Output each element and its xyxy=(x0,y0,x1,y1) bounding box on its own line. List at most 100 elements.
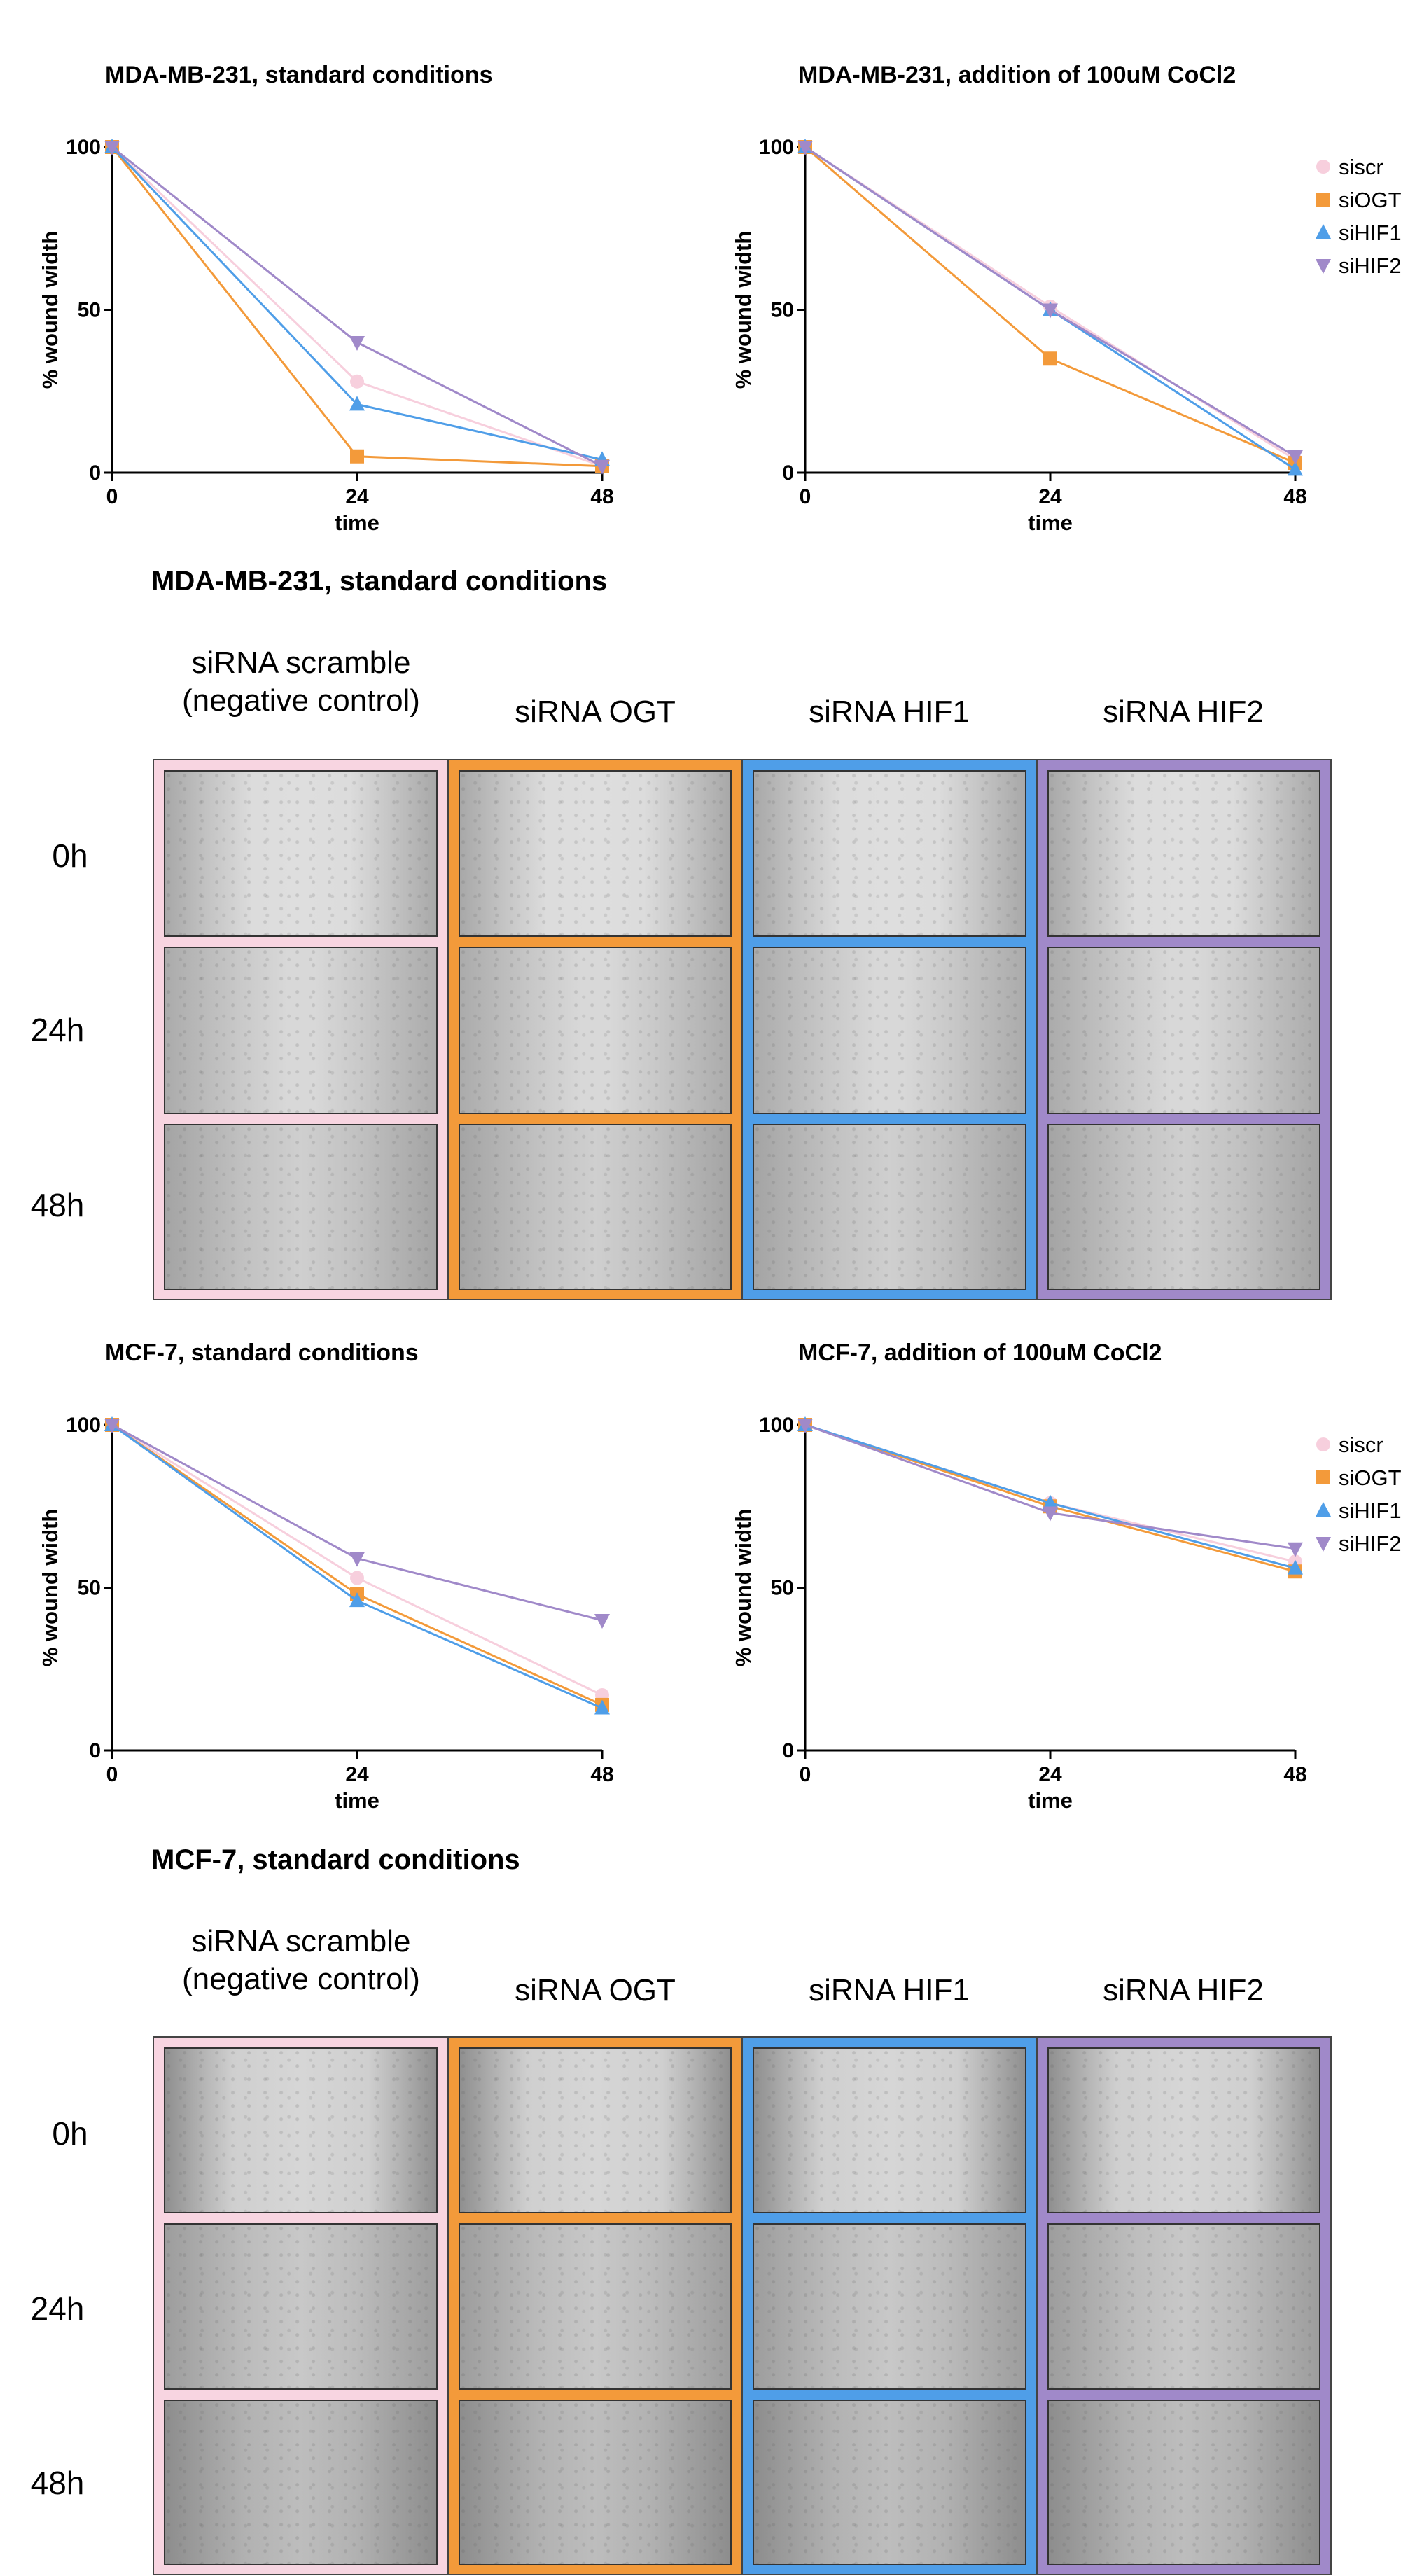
panel-title: MCF-7, standard conditions xyxy=(151,1844,520,1875)
x-axis-label: time xyxy=(1028,1788,1073,1813)
series-siOGT xyxy=(105,140,609,473)
legend-label: siOGT xyxy=(1339,1465,1402,1490)
column-siogt xyxy=(447,760,741,1299)
data-point xyxy=(1043,1506,1058,1522)
micrograph xyxy=(164,947,438,1114)
series-line xyxy=(804,1423,1296,1563)
legend-label: siHIF2 xyxy=(1339,253,1402,278)
column-header: siRNA scramble (negative control) xyxy=(182,646,420,718)
x-tick-label: 24 xyxy=(1038,1763,1062,1786)
row-label: 48h xyxy=(30,1187,85,1223)
micrograph xyxy=(458,2399,732,2565)
series-siHIF2 xyxy=(104,141,610,475)
micrograph xyxy=(1047,2047,1320,2214)
chart-title: MCF-7, addition of 100uM CoCl2 xyxy=(798,1339,1162,1366)
data-point xyxy=(349,396,365,411)
y-tick-label: 100 xyxy=(759,1414,794,1437)
legend-marker xyxy=(1316,160,1330,174)
y-tick-label: 50 xyxy=(771,299,794,322)
series-siHIF1 xyxy=(104,139,610,466)
series-line xyxy=(111,146,603,461)
data-point xyxy=(350,449,364,464)
chart-mcf7-cocl2: MCF-7, addition of 100uM CoCl2 0 50 100 0 24 4… xyxy=(693,1334,1414,1824)
data-point xyxy=(797,141,813,155)
x-tick-label: 48 xyxy=(590,485,613,508)
legend: siscr siOGT siHIF1 siHIF2 xyxy=(1316,1433,1402,1556)
micrograph xyxy=(164,2047,438,2214)
legend-label: siscr xyxy=(1339,1433,1383,1457)
series-line xyxy=(111,146,603,468)
chart-mda-standard: MDA-MB-231, standard conditions 0 50 100 0 24… xyxy=(0,56,672,546)
y-axis-label: % wound width xyxy=(731,231,755,389)
y-tick-label: 0 xyxy=(782,1739,794,1762)
legend: siscr siOGT siHIF1 siHIF2 xyxy=(1316,155,1402,278)
micrograph xyxy=(753,2399,1026,2565)
legend-marker xyxy=(1316,1502,1331,1517)
x-tick-label: 48 xyxy=(590,1763,613,1786)
x-tick-label: 48 xyxy=(1283,485,1306,508)
legend-label: siOGT xyxy=(1339,188,1402,212)
series-siscr xyxy=(798,1418,1302,1569)
x-axis-label: time xyxy=(1028,510,1073,535)
legend-marker xyxy=(1316,193,1330,207)
series-siHIF2 xyxy=(104,1419,610,1629)
chart-title: MDA-MB-231, standard conditions xyxy=(105,62,492,88)
micrograph xyxy=(164,1123,438,1290)
column-header: siRNA HIF2 xyxy=(1103,695,1264,729)
data-point xyxy=(1288,1559,1303,1575)
data-point xyxy=(1288,1542,1303,1557)
column-sihif2 xyxy=(1036,2038,1330,2574)
column-sihif1 xyxy=(741,760,1036,1299)
micrograph xyxy=(1047,770,1320,938)
row-label: 24h xyxy=(30,2290,85,2327)
micrograph xyxy=(458,770,732,938)
data-point xyxy=(1043,303,1058,319)
chart-title: MDA-MB-231, addition of 100uM CoCl2 xyxy=(798,62,1236,88)
legend-label: siHIF2 xyxy=(1339,1531,1402,1556)
micrograph xyxy=(753,2223,1026,2390)
micrograph-grid xyxy=(153,2036,1332,2575)
series-line xyxy=(111,146,603,468)
x-tick-label: 24 xyxy=(345,485,369,508)
x-tick-label: 24 xyxy=(1038,485,1062,508)
micrograph xyxy=(753,2047,1026,2214)
data-point xyxy=(349,1552,365,1567)
x-tick-label: 0 xyxy=(800,1763,811,1786)
row-label: 48h xyxy=(30,2465,85,2501)
data-point xyxy=(350,374,364,389)
micrograph xyxy=(458,947,732,1114)
micrograph xyxy=(753,770,1026,938)
y-tick-label: 100 xyxy=(759,136,794,159)
x-axis-label: time xyxy=(335,510,379,535)
series-siscr xyxy=(105,140,609,473)
data-point xyxy=(594,1699,610,1715)
data-point xyxy=(594,459,610,475)
data-point xyxy=(350,1571,364,1585)
column-header: siRNA OGT xyxy=(515,695,676,729)
y-axis-label: % wound width xyxy=(38,1509,62,1667)
chart-mda-cocl2: MDA-MB-231, addition of 100uM CoCl2 0 50 10… xyxy=(693,56,1414,546)
series-siHIF1 xyxy=(797,1416,1303,1575)
data-point xyxy=(797,1419,813,1433)
panel-title: MDA-MB-231, standard conditions xyxy=(151,566,608,597)
x-tick-label: 48 xyxy=(1283,1763,1306,1786)
column-siogt xyxy=(447,2038,741,2574)
y-axis-label: % wound width xyxy=(38,231,62,389)
legend-marker xyxy=(1316,1437,1330,1451)
micrograph xyxy=(458,1123,732,1290)
x-tick-label: 0 xyxy=(800,485,811,508)
micrograph xyxy=(1047,2223,1320,2390)
column-header: siRNA scramble (negative control) xyxy=(182,1924,420,1996)
legend-marker xyxy=(1316,1537,1331,1552)
y-tick-label: 0 xyxy=(89,461,101,485)
micrograph xyxy=(1047,947,1320,1114)
micrograph xyxy=(1047,1123,1320,1290)
data-point xyxy=(104,1419,120,1433)
micrograph xyxy=(1047,2399,1320,2565)
data-point xyxy=(349,336,365,351)
row-label: 24h xyxy=(30,1012,85,1048)
row-label: 0h xyxy=(52,837,88,874)
legend-label: siHIF1 xyxy=(1339,221,1402,245)
data-point xyxy=(1288,450,1303,465)
x-tick-label: 24 xyxy=(345,1763,369,1786)
